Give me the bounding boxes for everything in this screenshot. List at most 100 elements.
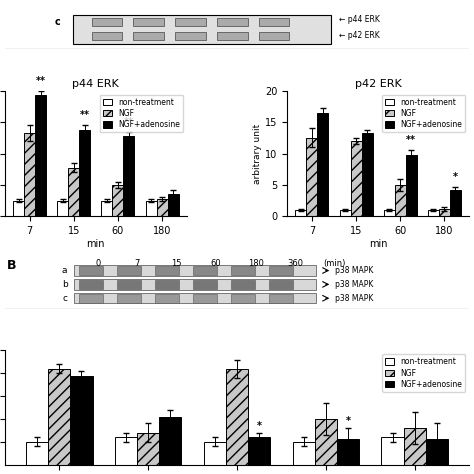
Text: ← p44 ERK: ← p44 ERK bbox=[339, 15, 380, 24]
Text: 15: 15 bbox=[172, 259, 182, 268]
Text: c: c bbox=[55, 17, 61, 27]
Text: **: ** bbox=[80, 110, 90, 120]
Bar bbox=[395, 185, 406, 216]
Legend: non-treatment, NGF, NGF+adenosine: non-treatment, NGF, NGF+adenosine bbox=[382, 354, 465, 392]
Legend: non-treatment, NGF, NGF+adenosine: non-treatment, NGF, NGF+adenosine bbox=[382, 95, 465, 132]
Bar bbox=[115, 437, 137, 474]
FancyBboxPatch shape bbox=[117, 280, 141, 289]
FancyBboxPatch shape bbox=[231, 294, 255, 302]
FancyBboxPatch shape bbox=[231, 280, 255, 289]
Bar bbox=[79, 130, 91, 216]
Text: p38 MAPK: p38 MAPK bbox=[335, 266, 373, 275]
Text: ← p42 ERK: ← p42 ERK bbox=[339, 31, 380, 40]
FancyBboxPatch shape bbox=[91, 32, 122, 40]
FancyBboxPatch shape bbox=[155, 266, 179, 275]
Bar bbox=[339, 210, 351, 216]
FancyBboxPatch shape bbox=[259, 18, 290, 26]
Bar bbox=[101, 201, 112, 216]
FancyBboxPatch shape bbox=[259, 32, 290, 40]
Bar bbox=[137, 433, 159, 474]
Bar bbox=[315, 419, 337, 474]
Bar bbox=[362, 134, 373, 216]
X-axis label: min: min bbox=[369, 239, 387, 249]
Text: 180: 180 bbox=[247, 259, 264, 268]
Bar bbox=[156, 199, 168, 216]
Y-axis label: arbitrary unit: arbitrary unit bbox=[253, 123, 262, 184]
Bar bbox=[204, 442, 226, 474]
Bar bbox=[428, 210, 439, 216]
Title: p44 ERK: p44 ERK bbox=[73, 79, 119, 89]
Text: p38 MAPK: p38 MAPK bbox=[335, 294, 373, 303]
Bar bbox=[248, 437, 270, 474]
Bar bbox=[295, 210, 306, 216]
Text: 360: 360 bbox=[287, 259, 303, 268]
FancyBboxPatch shape bbox=[217, 18, 248, 26]
FancyBboxPatch shape bbox=[91, 18, 122, 26]
FancyBboxPatch shape bbox=[74, 265, 317, 276]
Bar bbox=[123, 137, 135, 216]
Bar bbox=[226, 369, 248, 474]
Bar bbox=[404, 428, 426, 474]
Bar bbox=[146, 201, 156, 216]
Bar bbox=[68, 168, 79, 216]
Text: b: b bbox=[62, 280, 67, 289]
Bar bbox=[57, 201, 68, 216]
Bar bbox=[48, 369, 70, 474]
FancyBboxPatch shape bbox=[117, 294, 141, 302]
FancyBboxPatch shape bbox=[79, 294, 102, 302]
X-axis label: min: min bbox=[87, 239, 105, 249]
FancyBboxPatch shape bbox=[175, 32, 206, 40]
Text: **: ** bbox=[36, 76, 46, 86]
FancyBboxPatch shape bbox=[193, 294, 217, 302]
Bar bbox=[13, 201, 24, 216]
Text: 0: 0 bbox=[95, 259, 100, 268]
FancyBboxPatch shape bbox=[117, 266, 141, 275]
Bar bbox=[450, 190, 461, 216]
FancyBboxPatch shape bbox=[79, 280, 102, 289]
Bar bbox=[306, 138, 318, 216]
FancyBboxPatch shape bbox=[175, 18, 206, 26]
Text: p38 MAPK: p38 MAPK bbox=[335, 280, 373, 289]
FancyBboxPatch shape bbox=[74, 293, 317, 303]
Legend: non-treatment, NGF, NGF+adenosine: non-treatment, NGF, NGF+adenosine bbox=[100, 95, 183, 132]
Bar bbox=[292, 442, 315, 474]
FancyBboxPatch shape bbox=[269, 266, 293, 275]
Text: a: a bbox=[62, 266, 67, 275]
Bar bbox=[318, 113, 328, 216]
FancyBboxPatch shape bbox=[193, 280, 217, 289]
FancyBboxPatch shape bbox=[133, 18, 164, 26]
Bar bbox=[351, 141, 362, 216]
Text: 7: 7 bbox=[135, 259, 140, 268]
FancyBboxPatch shape bbox=[73, 15, 331, 44]
Bar bbox=[24, 133, 35, 216]
Text: *: * bbox=[453, 172, 458, 182]
FancyBboxPatch shape bbox=[74, 279, 317, 290]
Bar bbox=[337, 439, 359, 474]
Text: *: * bbox=[346, 416, 351, 426]
FancyBboxPatch shape bbox=[217, 32, 248, 40]
Title: p42 ERK: p42 ERK bbox=[355, 79, 401, 89]
FancyBboxPatch shape bbox=[79, 266, 102, 275]
FancyBboxPatch shape bbox=[155, 294, 179, 302]
Text: c: c bbox=[63, 294, 67, 303]
FancyBboxPatch shape bbox=[269, 280, 293, 289]
FancyBboxPatch shape bbox=[269, 294, 293, 302]
Text: **: ** bbox=[124, 117, 134, 127]
Bar bbox=[35, 95, 46, 216]
FancyBboxPatch shape bbox=[133, 32, 164, 40]
Bar bbox=[426, 439, 448, 474]
FancyBboxPatch shape bbox=[193, 266, 217, 275]
Bar bbox=[112, 185, 123, 216]
FancyBboxPatch shape bbox=[231, 266, 255, 275]
Text: (min): (min) bbox=[323, 259, 346, 268]
Text: *: * bbox=[257, 421, 262, 431]
FancyBboxPatch shape bbox=[155, 280, 179, 289]
Bar bbox=[383, 210, 395, 216]
Bar bbox=[382, 437, 404, 474]
Bar bbox=[168, 194, 179, 216]
Bar bbox=[406, 155, 417, 216]
Text: B: B bbox=[7, 259, 17, 272]
Bar bbox=[70, 375, 92, 474]
Bar bbox=[159, 417, 182, 474]
Text: **: ** bbox=[406, 135, 416, 145]
